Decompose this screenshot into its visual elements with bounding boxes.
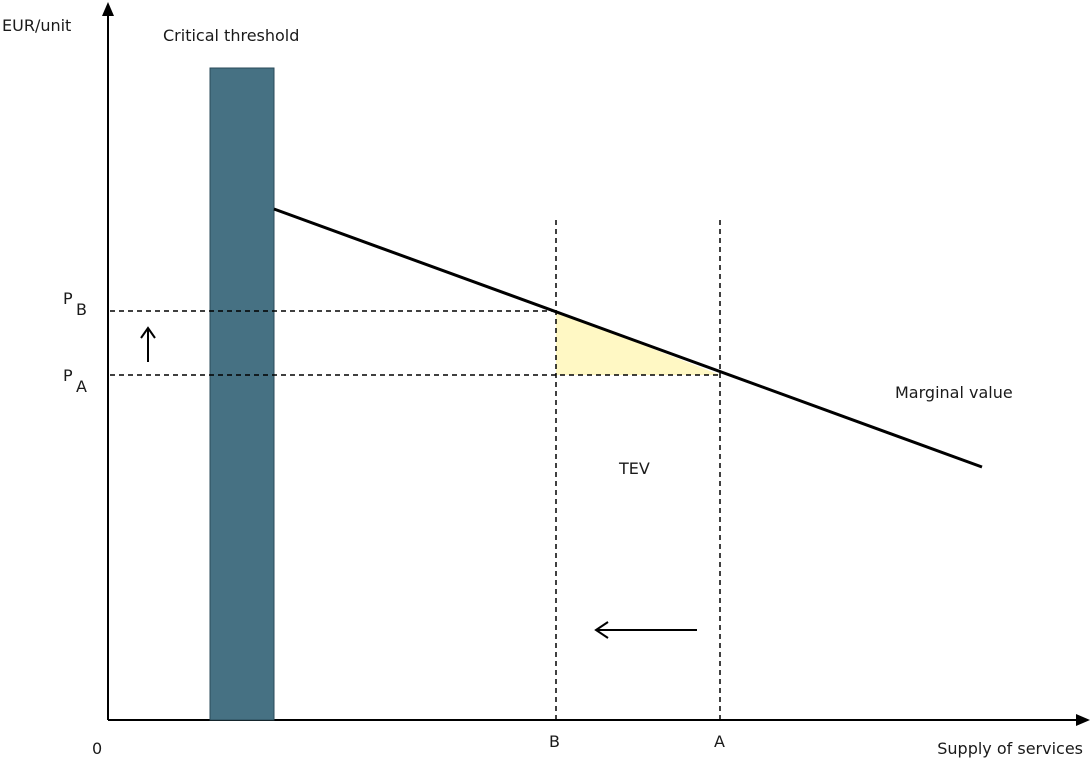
- origin-label: 0: [92, 739, 102, 758]
- pa-label: P: [63, 366, 73, 385]
- marginal-value-line: [273, 207, 983, 469]
- up-arrow-icon: [140, 326, 156, 362]
- b-supply-label: B: [549, 732, 560, 751]
- x-axis-arrowhead: [1076, 714, 1090, 726]
- a-supply-label: A: [714, 732, 725, 751]
- critical-threshold-label: Critical threshold: [163, 26, 299, 45]
- x-axis-label: Supply of services: [937, 739, 1083, 758]
- pa-subscript: A: [76, 377, 87, 396]
- y-axis-label: EUR/unit: [2, 16, 71, 35]
- critical-threshold-bar: [209, 67, 275, 721]
- marginal-value-label: Marginal value: [895, 383, 1013, 402]
- tev-label: TEV: [618, 459, 650, 478]
- pb-label: P: [63, 289, 73, 308]
- left-arrow-icon: [594, 621, 697, 639]
- y-axis-arrowhead: [102, 2, 114, 16]
- pb-subscript: B: [76, 300, 87, 319]
